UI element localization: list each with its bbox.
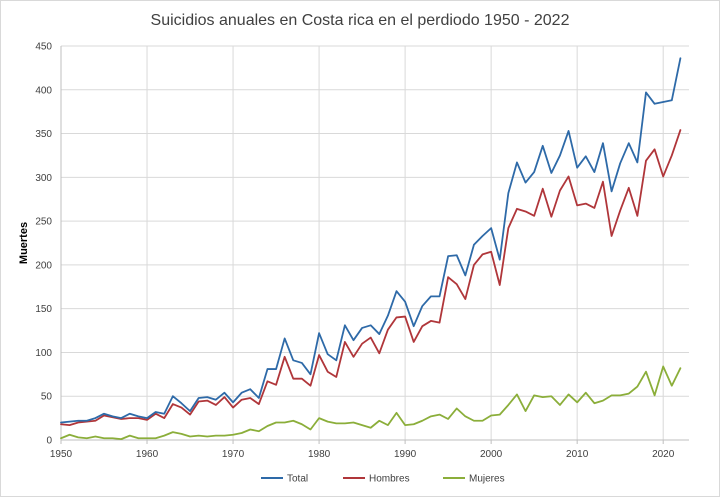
legend-item-hombres: Hombres (343, 474, 410, 485)
chart-title: Suicidios anuales en Costa rica en el pe… (151, 12, 570, 29)
series-line-total (60, 57, 682, 424)
y-axis-label: Muertes (18, 222, 30, 264)
legend-label: Mujeres (469, 474, 505, 485)
y-tick-label: 100 (35, 348, 52, 359)
legend-item-total: Total (261, 474, 308, 485)
y-tick-label: 300 (35, 173, 52, 184)
axes: 0 50 100 150 200 250 300 350 400 450 1950 1960 1970 1… (35, 42, 689, 460)
legend-label: Total (287, 474, 308, 485)
y-tick-label: 350 (35, 129, 52, 140)
series-line-hombres (60, 129, 682, 427)
legend: Total Hombres Mujeres (261, 474, 505, 485)
x-tick-label: 2000 (480, 449, 503, 460)
x-tick-label: 2020 (652, 449, 675, 460)
y-tick-label: 400 (35, 85, 52, 96)
y-tick-label: 450 (35, 42, 52, 53)
y-tick-label: 50 (41, 392, 53, 403)
legend-item-mujeres: Mujeres (443, 474, 505, 485)
x-tick-label: 1960 (136, 449, 159, 460)
legend-label: Hombres (369, 474, 410, 485)
y-tick-label: 150 (35, 304, 52, 315)
x-tick-label: 2010 (566, 449, 589, 460)
y-tick-label: 0 (46, 436, 52, 447)
y-tick-label: 200 (35, 260, 52, 271)
y-tick-label: 250 (35, 217, 52, 228)
series-lines (60, 57, 682, 441)
x-tick-label: 1990 (394, 449, 417, 460)
grid-lines (61, 45, 689, 440)
x-tick-label: 1970 (222, 449, 245, 460)
x-tick-label: 1950 (50, 449, 73, 460)
x-tick-label: 1980 (308, 449, 331, 460)
series-line-mujeres (60, 365, 682, 441)
